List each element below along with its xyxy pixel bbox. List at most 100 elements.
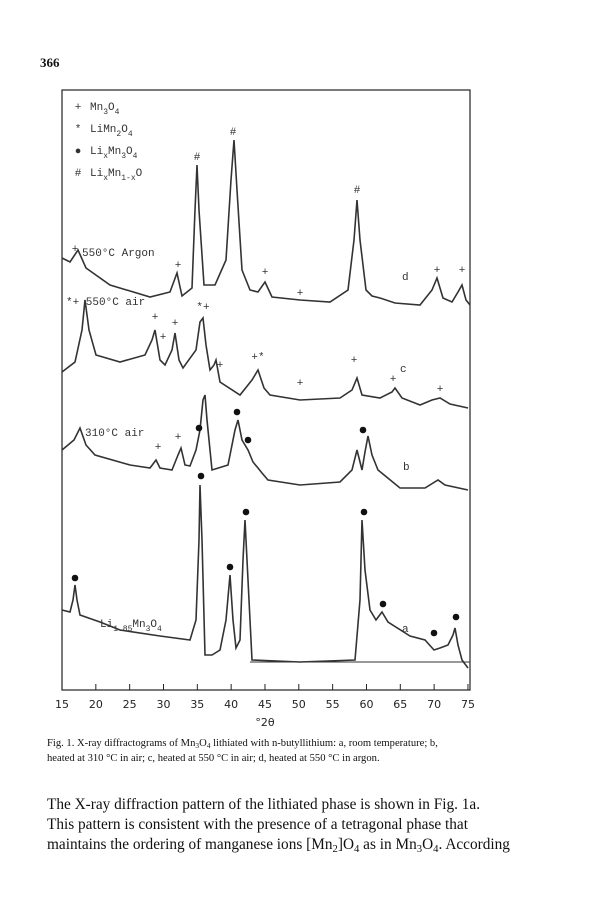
legend-symbol: *	[75, 124, 82, 136]
text-segment: LiMn	[90, 124, 116, 136]
peak-annotation: #	[230, 127, 237, 139]
subscript: 4	[128, 130, 133, 139]
text-line: The X-ray diffraction pattern of the lit…	[47, 795, 510, 815]
dot	[430, 629, 438, 637]
peak-annotation: +	[172, 318, 179, 330]
peak-annotation: +	[175, 260, 182, 272]
body-text: The X-ray diffraction pattern of the lit…	[47, 795, 510, 859]
text-segment: O	[126, 146, 133, 158]
curve-label: 310°C air	[85, 428, 144, 440]
text-segment: The X-ray diffraction pattern of the lit…	[47, 796, 481, 813]
dot	[195, 424, 203, 432]
text-segment: Mn	[90, 102, 103, 114]
x-tick-label: 65	[393, 698, 407, 711]
frame	[61, 89, 471, 691]
dot	[244, 436, 252, 444]
dot	[71, 574, 79, 582]
subscript: 4	[354, 843, 360, 856]
subscript: 3	[416, 843, 423, 856]
text-line: This pattern is consistent with the pres…	[47, 815, 510, 835]
text-segment: O	[422, 836, 434, 853]
dot	[452, 613, 460, 621]
text-segment: Mn	[132, 619, 145, 631]
x-tick-label: 15	[55, 698, 69, 711]
peak-annotation: +	[459, 265, 466, 277]
peak-annotation: +	[297, 378, 304, 390]
x-tick-label: 75	[461, 698, 475, 711]
peak-annotation: +	[152, 312, 159, 324]
text-segment: Fig. 1. X-ray diffractograms of Mn	[47, 738, 196, 749]
curve-label: a	[402, 624, 409, 636]
text-segment: This pattern is consistent with the pres…	[47, 816, 468, 833]
peak-annotation: +	[72, 244, 79, 256]
x-tick-label: 70	[427, 698, 441, 711]
peak-annotation: #	[354, 185, 361, 197]
text-line: Fig. 1. X-ray diffractograms of Mn3O4 li…	[47, 737, 547, 752]
x-tick-label: 25	[123, 698, 137, 711]
text-segment: lithiated with n-butyllithium: a, room t…	[210, 738, 438, 749]
x-tick-label: 40	[224, 698, 238, 711]
dot	[359, 426, 367, 434]
peak-annotation: +	[262, 267, 269, 279]
subscript: 4	[157, 625, 162, 634]
subscript: x	[103, 152, 108, 161]
text-segment: Mn	[108, 168, 121, 180]
subscript: 4	[206, 741, 211, 751]
text-segment: O	[136, 168, 143, 180]
curve-label: d	[402, 272, 409, 284]
peak-annotation: +	[297, 288, 304, 300]
dot	[360, 508, 368, 516]
subscript: 1.85	[113, 625, 132, 634]
subscript: x	[103, 174, 108, 183]
dot	[197, 472, 205, 480]
peak-annotation: +	[175, 432, 182, 444]
peak-annotation: #	[194, 152, 201, 164]
curve-b	[61, 394, 469, 491]
peak-annotation: +*	[251, 352, 264, 364]
subscript: 3	[121, 152, 126, 161]
text-segment: Li	[90, 168, 104, 180]
subscript: 4	[133, 152, 138, 161]
text-segment: ]O	[337, 836, 354, 853]
legend-symbol: ●	[75, 146, 82, 158]
text-line: heated at 310 °C in air; c, heated at 55…	[47, 752, 547, 765]
x-tick-label: 35	[190, 698, 204, 711]
curve-a	[61, 484, 469, 669]
subscript: 3	[146, 625, 151, 634]
text-segment: Li	[100, 619, 114, 631]
peak-annotation: +	[217, 360, 224, 372]
text-segment: O	[121, 124, 128, 136]
text-segment: Li	[90, 146, 104, 158]
text-segment: . According	[438, 836, 510, 853]
subscript: 2	[332, 843, 338, 856]
legend-formula: LiMn2O4	[90, 124, 133, 139]
subscript: 1-x	[121, 174, 136, 183]
peak-annotation: +	[160, 332, 167, 344]
peak-annotation: +	[390, 374, 397, 386]
page-number: 366	[40, 55, 60, 70]
text-segment: heated at 310 °C in air; c, heated at 55…	[47, 753, 380, 765]
curve-d	[61, 139, 471, 306]
x-tick-label: 60	[359, 698, 373, 711]
text-segment: O	[199, 738, 207, 749]
text-segment: O	[150, 619, 157, 631]
legend-formula: LixMn3O4	[90, 146, 138, 161]
x-tick-label: 50	[292, 698, 306, 711]
x-tick-label: 20	[89, 698, 103, 711]
peak-annotation: *+	[196, 302, 209, 314]
peak-annotation: +	[155, 442, 162, 454]
text-segment: maintains the ordering of manganese ions…	[47, 836, 333, 853]
subscript: 3	[195, 741, 200, 751]
curve-c	[61, 299, 469, 409]
curve-label: 550°C Argon	[82, 248, 155, 260]
curve-label: Li1.85Mn3O4	[100, 619, 162, 634]
x-tick-label: 30	[156, 698, 170, 711]
legend-formula: Mn3O4	[90, 102, 120, 117]
dot	[233, 408, 241, 416]
caption: Fig. 1. X-ray diffractograms of Mn3O4 li…	[47, 737, 547, 765]
text-line: maintains the ordering of manganese ions…	[47, 835, 510, 859]
x-tick-label: 45	[258, 698, 272, 711]
legend-symbol: +	[75, 102, 82, 114]
x-tick-label: 55	[326, 698, 340, 711]
